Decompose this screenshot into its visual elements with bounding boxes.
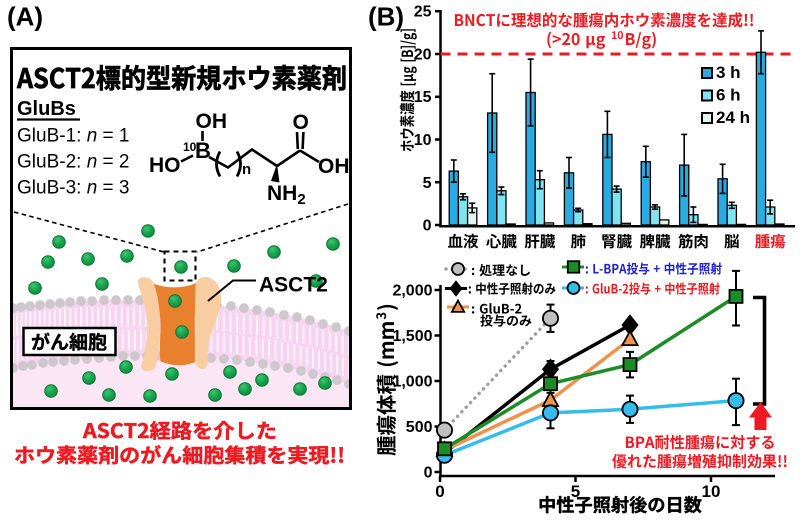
svg-text:6 h: 6 h	[716, 86, 741, 105]
svg-text:10: 10	[414, 132, 432, 149]
svg-text:GluB-3: n = 3: GluB-3: n = 3	[17, 178, 130, 199]
svg-text:10: 10	[702, 482, 721, 501]
svg-text:0: 0	[423, 218, 432, 235]
svg-text:1,500: 1,500	[392, 328, 432, 345]
svg-text:15: 15	[414, 89, 432, 106]
svg-text:B: B	[195, 138, 211, 163]
svg-text:n: n	[242, 161, 251, 178]
svg-text:ASCT2: ASCT2	[259, 274, 328, 297]
svg-text:500: 500	[406, 419, 433, 436]
svg-text:24 h: 24 h	[716, 108, 750, 127]
svg-text:3 h: 3 h	[716, 63, 741, 82]
svg-text:1,000: 1,000	[392, 374, 432, 391]
svg-text:HO: HO	[149, 154, 181, 177]
svg-text:(A): (A)	[7, 2, 43, 32]
svg-text:5: 5	[423, 175, 432, 192]
svg-text:GluB-2: n = 2: GluB-2: n = 2	[17, 152, 130, 173]
svg-text:10: 10	[183, 140, 197, 154]
svg-text:GluBs: GluBs	[17, 98, 76, 120]
svg-text:0: 0	[435, 482, 444, 501]
svg-text:(B): (B)	[368, 2, 404, 32]
svg-text:25: 25	[414, 4, 432, 21]
svg-text:OH: OH	[196, 110, 228, 133]
svg-text:5: 5	[571, 482, 580, 501]
svg-text:20: 20	[414, 47, 432, 64]
svg-text:0: 0	[424, 465, 433, 482]
svg-text:OH: OH	[318, 155, 350, 178]
svg-text:GluB-1: n = 1: GluB-1: n = 1	[17, 126, 130, 147]
svg-text:O: O	[293, 111, 309, 134]
svg-text:2,000: 2,000	[392, 283, 432, 300]
